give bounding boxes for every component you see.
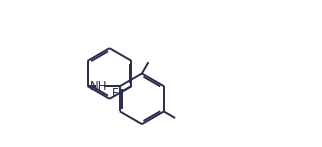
Text: F: F xyxy=(112,87,118,100)
Text: NH: NH xyxy=(90,80,108,93)
